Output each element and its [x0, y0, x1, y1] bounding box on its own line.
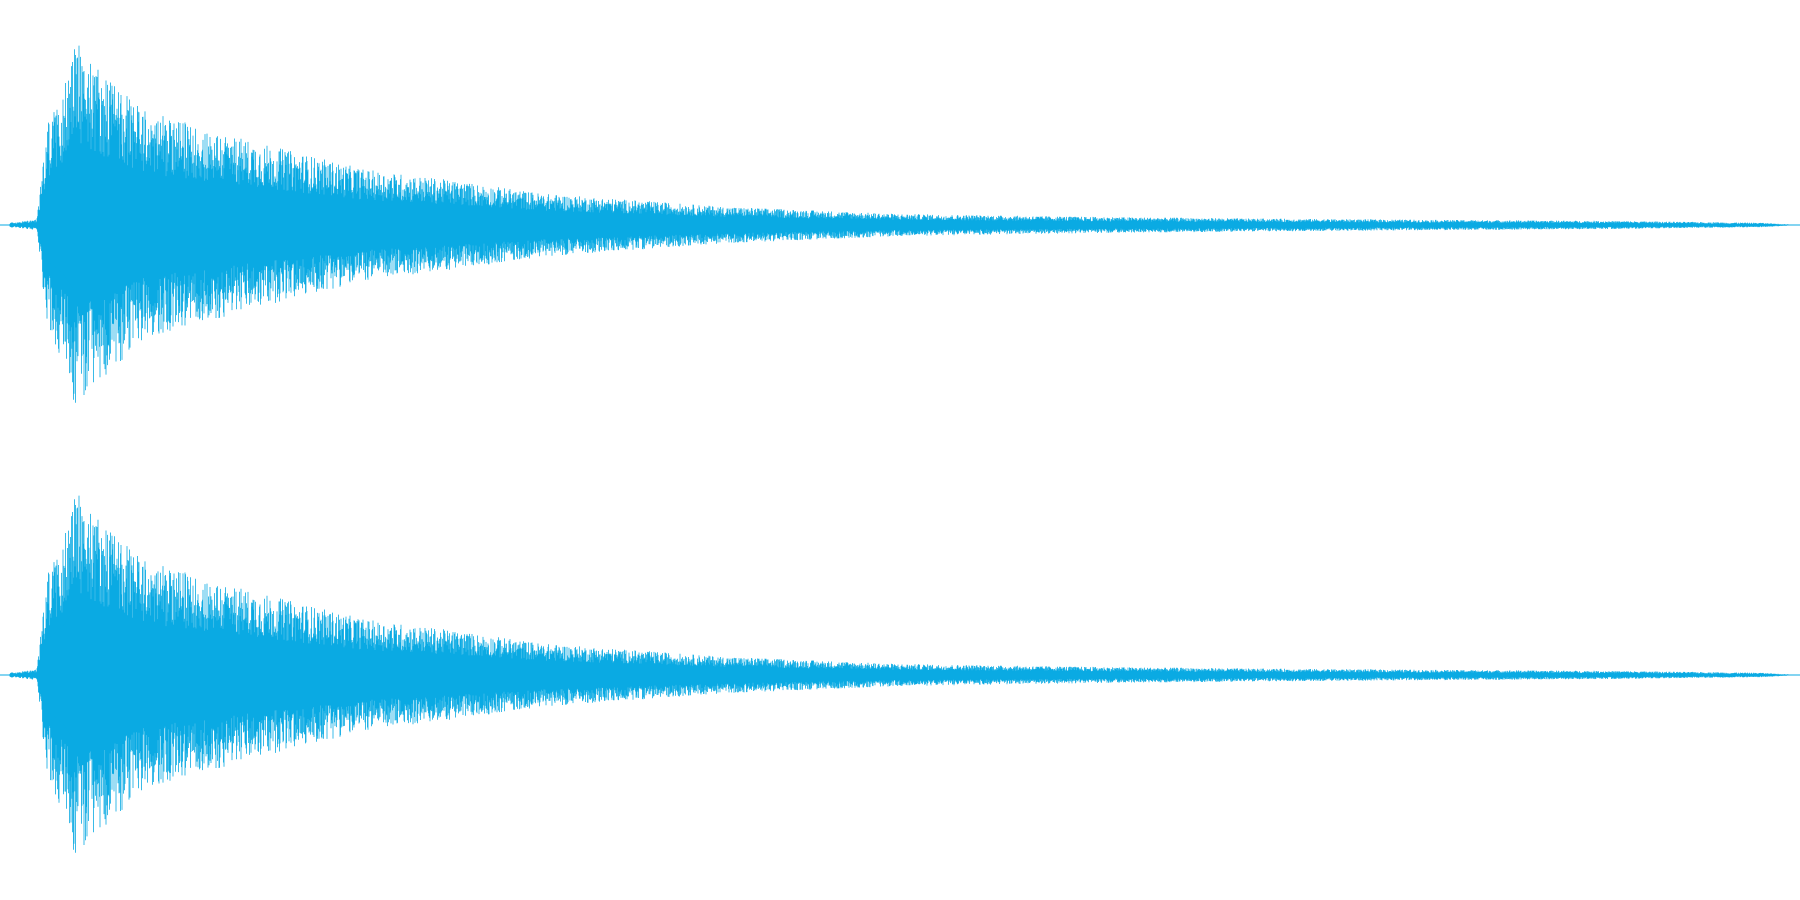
- waveform-channel-right: [0, 495, 1800, 853]
- waveform-core: [9, 160, 1789, 290]
- waveform-core: [9, 610, 1789, 740]
- waveform-channel-left: [0, 45, 1800, 403]
